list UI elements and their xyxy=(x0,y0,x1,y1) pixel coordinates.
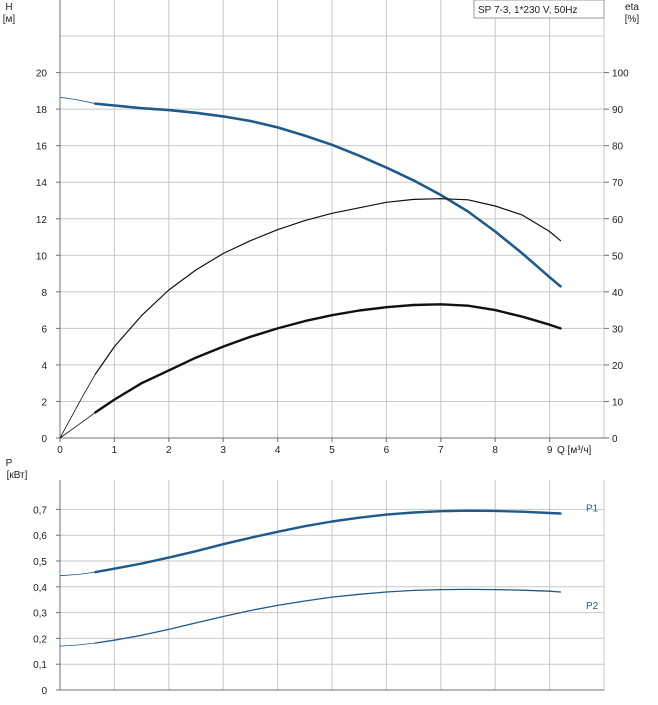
chart-title: SP 7-3, 1*230 V, 50Hz xyxy=(478,5,578,16)
p-tick-label: 0,6 xyxy=(33,531,47,542)
p-tick-label: 0,4 xyxy=(33,583,47,594)
p-axis-unit: [кВт] xyxy=(7,470,28,481)
x-tick-label: 1 xyxy=(112,445,118,456)
y2-tick-label: 100 xyxy=(612,69,629,80)
y-tick-label: 12 xyxy=(36,215,48,226)
eta-total-curve-extension xyxy=(59,412,96,439)
p2-curve xyxy=(94,588,562,644)
y-tick-label: 20 xyxy=(36,69,48,80)
eta-axis-label: eta xyxy=(625,2,639,13)
y-tick-label: 0 xyxy=(41,434,47,445)
axes xyxy=(56,0,609,691)
p1-label: P1 xyxy=(586,504,599,515)
h-axis-unit: [м] xyxy=(3,14,16,25)
chart-series xyxy=(59,96,562,647)
x-tick-label: 5 xyxy=(329,445,335,456)
eta-axis-unit: [%] xyxy=(625,14,640,25)
y2-tick-label: 60 xyxy=(612,215,624,226)
y2-tick-label: 90 xyxy=(612,105,624,116)
h-axis-label: H xyxy=(5,2,12,13)
p-axis-label: P xyxy=(6,458,13,469)
p2-curve-extension xyxy=(59,642,96,647)
x-tick-label: 2 xyxy=(166,445,172,456)
eta-total-curve xyxy=(94,303,562,414)
grid-lines xyxy=(60,0,605,690)
p-tick-label: 0,7 xyxy=(33,505,47,516)
chart-labels: 0246810121416182001020304050607080901000… xyxy=(3,0,640,697)
p1-curve-extension xyxy=(59,571,96,577)
y-tick-label: 16 xyxy=(36,142,48,153)
p-tick-label: 0 xyxy=(41,686,47,697)
y2-tick-label: 0 xyxy=(612,434,618,445)
eta-pump-curve xyxy=(94,198,562,375)
y2-tick-label: 30 xyxy=(612,324,624,335)
x-tick-label: 0 xyxy=(57,445,63,456)
y-tick-label: 4 xyxy=(41,361,47,372)
q-axis-label: Q [м³/ч] xyxy=(557,445,592,456)
p-tick-label: 0,2 xyxy=(33,634,47,645)
y2-tick-label: 70 xyxy=(612,178,624,189)
x-tick-label: 4 xyxy=(275,445,281,456)
y-tick-label: 2 xyxy=(41,397,47,408)
x-tick-label: 8 xyxy=(492,445,498,456)
p-tick-label: 0,5 xyxy=(33,557,47,568)
x-tick-label: 3 xyxy=(220,445,226,456)
y2-tick-label: 40 xyxy=(612,288,624,299)
y2-tick-label: 80 xyxy=(612,142,624,153)
head-curve xyxy=(94,102,562,288)
x-tick-label: 9 xyxy=(547,445,553,456)
y-tick-label: 14 xyxy=(36,178,48,189)
y-tick-label: 10 xyxy=(36,251,48,262)
title-box xyxy=(473,0,605,19)
y-tick-label: 8 xyxy=(41,288,47,299)
y2-tick-label: 50 xyxy=(612,251,624,262)
p2-label: P2 xyxy=(586,601,599,612)
x-tick-label: 6 xyxy=(384,445,390,456)
x-tick-label: 7 xyxy=(438,445,444,456)
y2-tick-label: 10 xyxy=(612,397,624,408)
y-tick-label: 6 xyxy=(41,324,47,335)
head-curve-extension xyxy=(59,96,96,105)
y2-tick-label: 20 xyxy=(612,361,624,372)
p1-curve xyxy=(94,509,562,574)
p-tick-label: 0,1 xyxy=(33,660,47,671)
eta-pump-curve-extension xyxy=(59,373,96,439)
y-tick-label: 18 xyxy=(36,105,48,116)
p-tick-label: 0,3 xyxy=(33,609,47,620)
